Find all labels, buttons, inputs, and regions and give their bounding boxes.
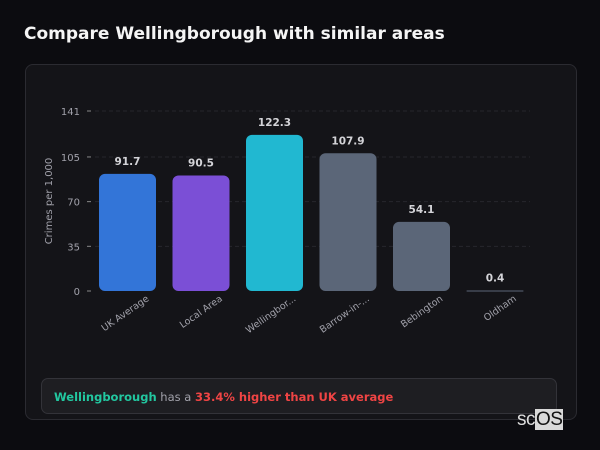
bar-bebington (393, 221, 450, 291)
y-tick-label: 141 (61, 107, 80, 118)
scos-logo: scOS (517, 409, 564, 430)
x-tick-label: Wellingbor... (244, 293, 298, 336)
x-tick-label: Oldham (482, 293, 519, 323)
bar-value-label: 122.3 (258, 117, 291, 129)
bar-wellingbor- (246, 134, 303, 291)
note-area: Wellingborough (54, 390, 157, 404)
x-tick-label: Barrow-in-... (318, 293, 372, 335)
bar-value-label: 0.4 (486, 272, 505, 284)
y-tick-label: 105 (61, 153, 80, 164)
y-tick-label: 35 (67, 242, 80, 253)
bar-barrow-in- (319, 153, 377, 291)
bar-local-area (172, 175, 230, 291)
x-tick-label: Local Area (178, 293, 225, 330)
x-tick-label: Bebington (399, 293, 445, 330)
y-tick-label: 70 (67, 198, 80, 209)
page-title: Compare Wellingborough with similar area… (24, 24, 445, 44)
bar-oldham (466, 290, 524, 292)
y-tick-label: 0 (74, 287, 80, 298)
x-tick-label: UK Average (100, 293, 152, 334)
bar-uk-average (99, 173, 156, 291)
y-axis-label: Crimes per 1,000 (44, 158, 55, 245)
bar-value-label: 107.9 (331, 135, 364, 147)
comparison-note: Wellingborough has a 33.4% higher than U… (41, 378, 557, 414)
note-comparison: 33.4% higher than UK average (194, 390, 394, 404)
bar-value-label: 54.1 (409, 204, 435, 216)
bar-value-label: 90.5 (188, 157, 214, 169)
note-middle: has a (160, 390, 192, 404)
bar-value-label: 91.7 (115, 156, 141, 168)
